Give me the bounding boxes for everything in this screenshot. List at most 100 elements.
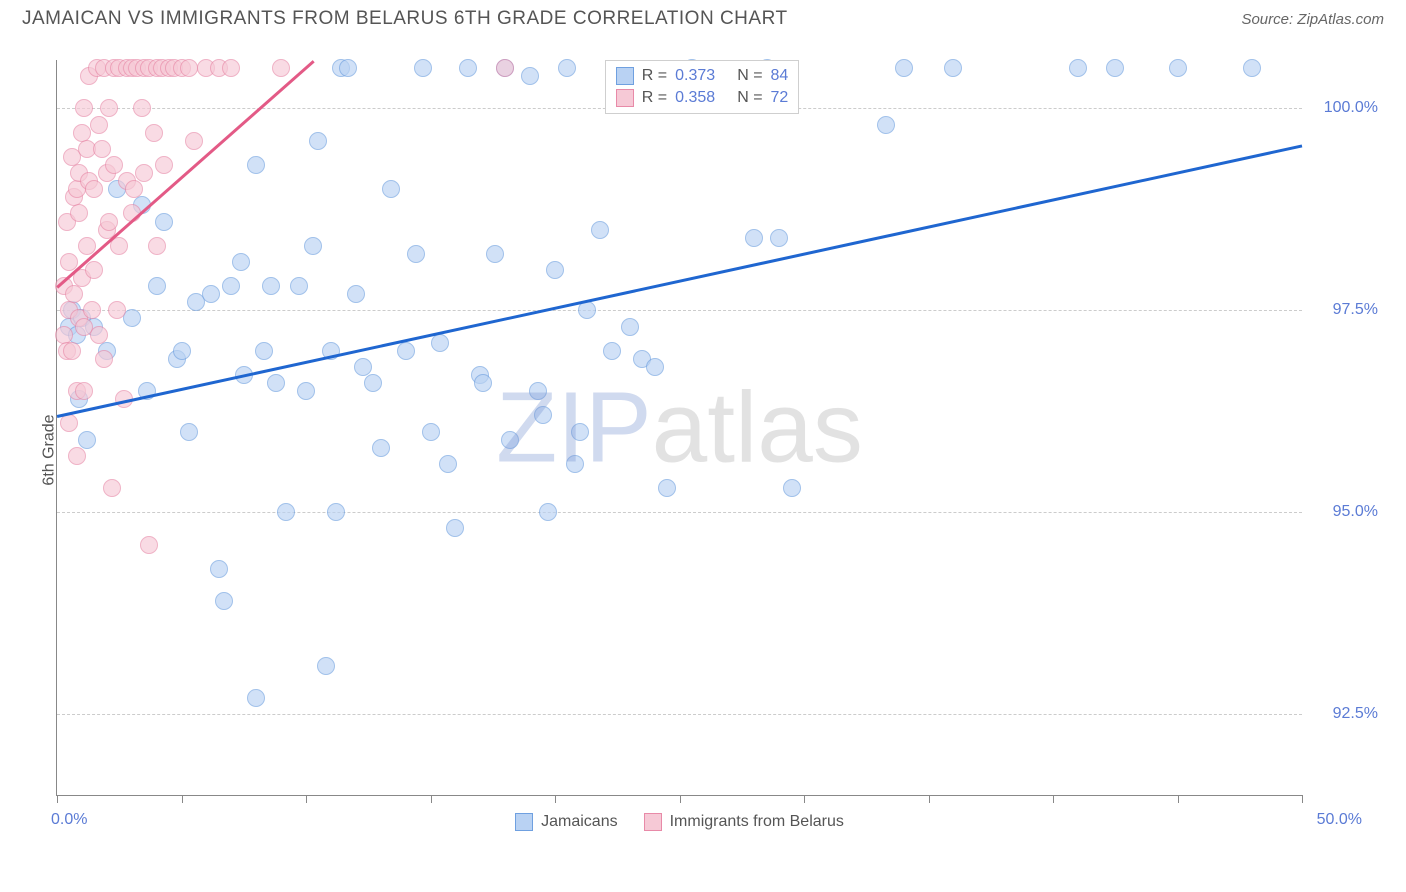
- correlation-legend: R =0.373N =84R =0.358N =72: [605, 60, 800, 114]
- legend-stat-row: R =0.373N =84: [616, 65, 789, 87]
- data-point: [339, 59, 357, 77]
- data-point: [63, 342, 81, 360]
- series-legend: Jamaicans Immigrants from Belarus: [57, 813, 1302, 831]
- data-point: [85, 180, 103, 198]
- data-point: [125, 180, 143, 198]
- x-tick: [680, 795, 681, 803]
- data-point: [215, 592, 233, 610]
- data-point: [222, 59, 240, 77]
- legend-swatch: [644, 813, 662, 831]
- data-point: [431, 334, 449, 352]
- data-point: [474, 374, 492, 392]
- legend-stat-row: R =0.358N =72: [616, 87, 789, 109]
- legend-r-label: R =: [642, 67, 667, 85]
- data-point: [68, 447, 86, 465]
- x-tick: [57, 795, 58, 803]
- legend-item: Immigrants from Belarus: [644, 813, 844, 831]
- x-max-label: 50.0%: [1317, 811, 1362, 829]
- data-point: [180, 59, 198, 77]
- legend-n-value: 72: [771, 89, 789, 107]
- x-tick: [555, 795, 556, 803]
- data-point: [247, 156, 265, 174]
- data-point: [148, 237, 166, 255]
- gridline-h: [57, 310, 1302, 311]
- data-point: [135, 164, 153, 182]
- plot-area: ZIPatlas R =0.373N =84R =0.358N =72 Jama…: [56, 60, 1302, 796]
- legend-swatch: [515, 813, 533, 831]
- data-point: [202, 285, 220, 303]
- data-point: [103, 479, 121, 497]
- data-point: [546, 261, 564, 279]
- data-point: [290, 277, 308, 295]
- data-point: [459, 59, 477, 77]
- data-point: [770, 229, 788, 247]
- data-point: [262, 277, 280, 295]
- legend-swatch: [616, 89, 634, 107]
- data-point: [173, 342, 191, 360]
- data-point: [439, 455, 457, 473]
- data-point: [75, 99, 93, 117]
- data-point: [277, 503, 295, 521]
- data-point: [272, 59, 290, 77]
- data-point: [255, 342, 273, 360]
- data-point: [571, 423, 589, 441]
- watermark-part-b: atlas: [652, 371, 863, 483]
- y-tick-label: 92.5%: [1333, 705, 1378, 723]
- data-point: [895, 59, 913, 77]
- legend-r-value: 0.358: [675, 89, 715, 107]
- x-tick: [1178, 795, 1179, 803]
- x-tick: [804, 795, 805, 803]
- data-point: [407, 245, 425, 263]
- legend-swatch: [616, 67, 634, 85]
- data-point: [210, 560, 228, 578]
- data-point: [372, 439, 390, 457]
- data-point: [297, 382, 315, 400]
- data-point: [529, 382, 547, 400]
- data-point: [591, 221, 609, 239]
- data-point: [1069, 59, 1087, 77]
- data-point: [83, 301, 101, 319]
- data-point: [783, 479, 801, 497]
- x-tick: [306, 795, 307, 803]
- data-point: [603, 342, 621, 360]
- data-point: [1243, 59, 1261, 77]
- data-point: [140, 536, 158, 554]
- watermark: ZIPatlas: [496, 370, 863, 485]
- data-point: [354, 358, 372, 376]
- data-point: [185, 132, 203, 150]
- data-point: [75, 382, 93, 400]
- x-tick: [182, 795, 183, 803]
- data-point: [133, 99, 151, 117]
- data-point: [222, 277, 240, 295]
- legend-r-label: R =: [642, 89, 667, 107]
- data-point: [93, 140, 111, 158]
- data-point: [414, 59, 432, 77]
- data-point: [309, 132, 327, 150]
- y-tick-label: 95.0%: [1333, 503, 1378, 521]
- data-point: [304, 237, 322, 255]
- data-point: [70, 204, 88, 222]
- data-point: [658, 479, 676, 497]
- data-point: [78, 431, 96, 449]
- legend-series-label: Immigrants from Belarus: [670, 813, 844, 831]
- data-point: [247, 689, 265, 707]
- data-point: [745, 229, 763, 247]
- data-point: [60, 414, 78, 432]
- data-point: [422, 423, 440, 441]
- data-point: [90, 326, 108, 344]
- data-point: [566, 455, 584, 473]
- y-tick-label: 97.5%: [1333, 301, 1378, 319]
- trend-line: [57, 145, 1303, 418]
- data-point: [85, 261, 103, 279]
- data-point: [558, 59, 576, 77]
- data-point: [877, 116, 895, 134]
- chart-title: JAMAICAN VS IMMIGRANTS FROM BELARUS 6TH …: [22, 8, 788, 30]
- data-point: [90, 116, 108, 134]
- data-point: [180, 423, 198, 441]
- legend-series-label: Jamaicans: [541, 813, 617, 831]
- data-point: [347, 285, 365, 303]
- source-attribution: Source: ZipAtlas.com: [1241, 11, 1384, 28]
- data-point: [446, 519, 464, 537]
- data-point: [521, 67, 539, 85]
- data-point: [145, 124, 163, 142]
